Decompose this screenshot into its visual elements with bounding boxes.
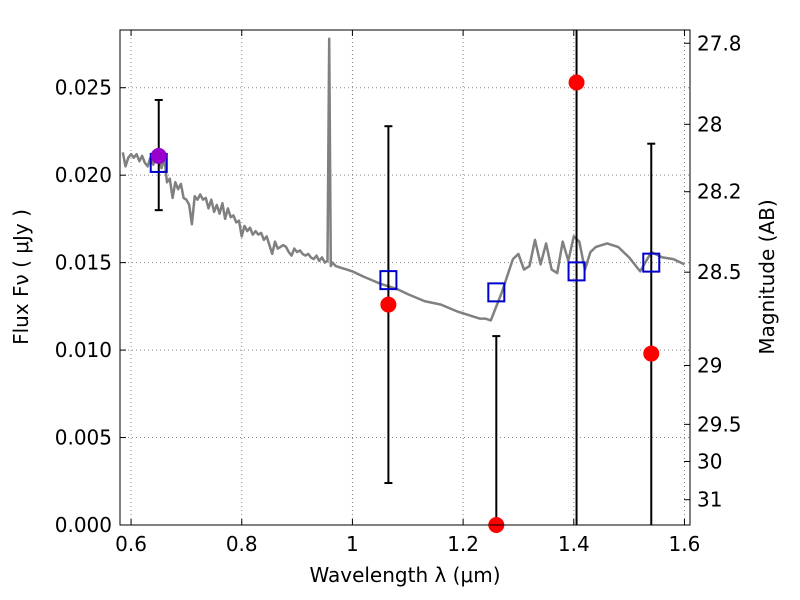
right-tick-label-2: 28.2 (697, 180, 742, 204)
observed-point-4 (643, 345, 660, 362)
x-tick-label-0: 0.6 (115, 532, 147, 556)
model-band-marker-2 (487, 282, 506, 303)
x-axis-ticks: 0.6 0.8 1 1.2 1.4 1.6 (115, 30, 700, 556)
error-bars (154, 30, 656, 525)
right-tick-label-1: 28 (697, 112, 722, 136)
y-axis-ticks: 0.000 0.005 0.010 0.015 0.020 0.025 (55, 76, 126, 537)
right-tick-label-7: 31 (697, 488, 722, 512)
model-band-markers (149, 152, 661, 303)
plot-frame (119, 29, 691, 526)
observed-points (150, 74, 660, 533)
right-tick-label-0: 27.8 (697, 31, 742, 55)
right-tick-label-3: 28.5 (697, 260, 742, 284)
model-band-marker-3 (567, 261, 586, 282)
y-tick-label-0: 0.000 (55, 513, 112, 537)
right-tick-label-6: 30 (697, 449, 722, 473)
y-tick-label-4: 0.020 (55, 163, 112, 187)
x-tick-label-2: 1 (346, 532, 359, 556)
right-tick-label-5: 29.5 (697, 412, 742, 436)
observed-point-3 (568, 74, 585, 91)
observed-point-1 (380, 296, 397, 313)
model-spectrum-line (121, 37, 686, 322)
x-tick-label-3: 1.2 (447, 532, 479, 556)
y-tick-label-2: 0.010 (55, 338, 112, 362)
right-tick-label-4: 29 (697, 353, 722, 377)
model-band-marker-1 (379, 270, 398, 291)
y-tick-label-3: 0.015 (55, 251, 112, 275)
y-axis-label: Flux Fν ( μJy ) (9, 209, 33, 345)
observed-point-0 (150, 147, 167, 164)
x-axis-label: Wavelength λ (μm) (309, 563, 500, 587)
y-tick-label-5: 0.025 (55, 76, 112, 100)
x-tick-label-4: 1.4 (558, 532, 590, 556)
right-axis-ticks: 27.8 28 28.2 28.5 29 29.5 30 31 (684, 31, 742, 512)
model-band-marker-4 (642, 252, 661, 273)
x-tick-label-1: 0.8 (226, 532, 258, 556)
model-spectrum (121, 37, 686, 322)
y-tick-label-1: 0.005 (55, 426, 112, 450)
right-axis-label: Magnitude (AB) (755, 199, 779, 354)
x-tick-label-5: 1.6 (669, 532, 701, 556)
grid (120, 30, 690, 526)
